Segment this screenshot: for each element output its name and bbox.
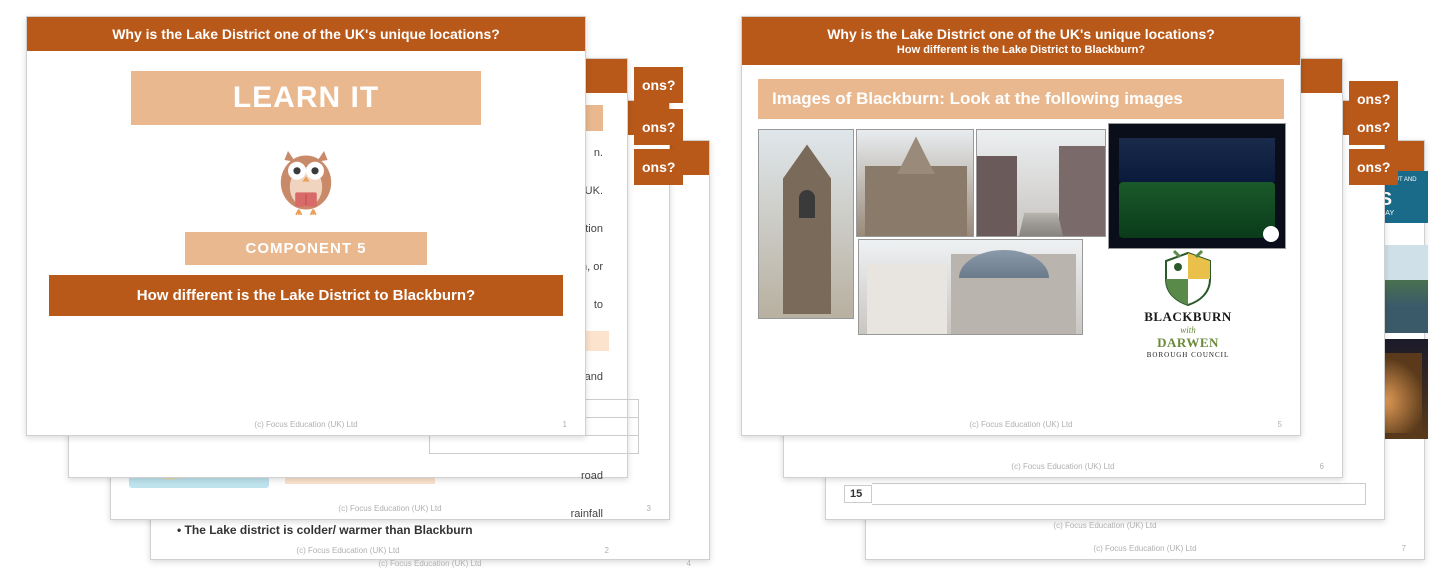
council-crest: BLACKBURN with DARWEN BOROUGH COUNCIL	[1098, 249, 1278, 359]
slide-title: Why is the Lake District one of the UK's…	[27, 17, 585, 51]
slide-5: Why is the Lake District one of the UK's…	[741, 16, 1301, 436]
slide-footer: (c) Focus Education (UK) Ltd5	[742, 416, 1300, 435]
sub-question-bar: How different is the Lake District to Bl…	[49, 275, 563, 316]
townhall-photo	[856, 129, 974, 237]
title-peek: ons?	[1349, 149, 1398, 185]
component-label: COMPONENT 5	[185, 232, 427, 265]
right-slide-stack: Why is the Lake District one of the UK's…	[735, 10, 1435, 570]
mall-photo	[858, 239, 1083, 335]
image-collage: BLACKBURN with DARWEN BOROUGH COUNCIL	[758, 129, 1284, 339]
slide-footer: (c) Focus Education (UK) Ltd2	[69, 542, 627, 561]
title-peek: ons?	[634, 149, 683, 185]
church-photo	[758, 129, 854, 319]
slide-footer: (c) Focus Education (UK) Ltd	[826, 517, 1384, 536]
street-photo	[976, 129, 1106, 237]
text-fragment: rainfall	[489, 508, 609, 520]
slide-footer: (c) Focus Education (UK) Ltd6	[784, 458, 1342, 477]
title-peek: ons?	[1349, 109, 1398, 145]
learn-it-heading: LEARN IT	[131, 71, 481, 125]
stadium-photo	[1108, 123, 1286, 249]
text-fragment: road	[489, 470, 609, 482]
section-heading: Images of Blackburn: Look at the followi…	[758, 79, 1284, 119]
slide-title: Why is the Lake District one of the UK's…	[742, 17, 1300, 65]
slide-footer: (c) Focus Education (UK) Ltd1	[27, 416, 585, 435]
row-number: 15	[844, 485, 872, 503]
left-slide-stack: Why is the Lake District one of the UK's…	[20, 10, 710, 570]
slide-1: Why is the Lake District one of the UK's…	[26, 16, 586, 436]
title-peek: ons?	[634, 67, 683, 103]
slide-footer: (c) Focus Education (UK) Ltd7	[866, 540, 1424, 559]
title-peek: ons?	[634, 109, 683, 145]
owl-icon	[37, 133, 575, 226]
